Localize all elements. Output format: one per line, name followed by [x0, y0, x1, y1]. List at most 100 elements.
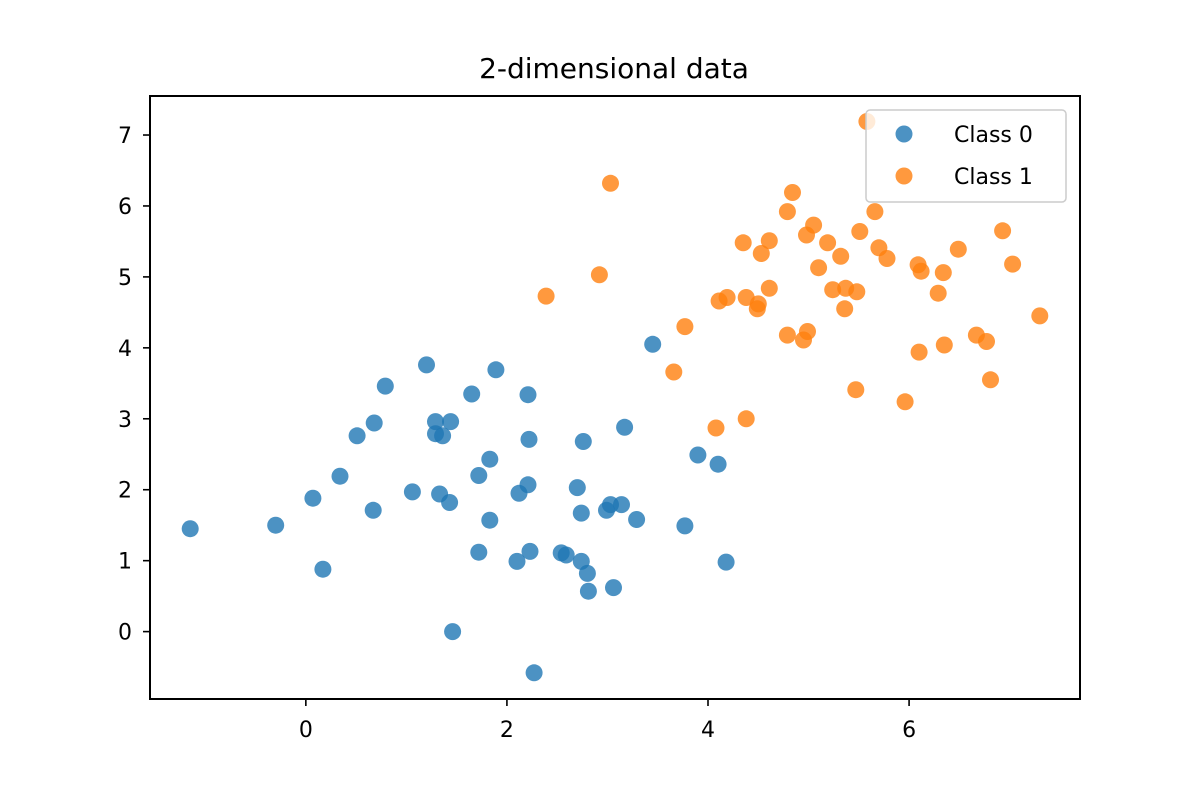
data-point — [760, 279, 778, 297]
x-tick-label: 2 — [500, 718, 514, 743]
data-point — [912, 262, 930, 280]
data-point — [799, 323, 816, 340]
data-point — [314, 560, 332, 578]
data-point — [602, 174, 619, 192]
data-point — [1031, 307, 1049, 325]
data-point — [717, 553, 735, 571]
data-point — [365, 414, 383, 432]
legend-label: Class 0 — [954, 123, 1033, 148]
series-1 — [537, 113, 1049, 437]
data-point — [836, 300, 854, 318]
data-point — [519, 386, 537, 404]
data-point — [784, 184, 801, 201]
data-point — [470, 543, 488, 561]
data-point — [644, 335, 662, 353]
data-point — [760, 232, 778, 250]
data-point — [689, 446, 707, 464]
data-point — [994, 222, 1012, 240]
plot-frame — [149, 95, 1081, 700]
data-point — [718, 289, 736, 306]
data-point — [403, 483, 421, 501]
data-point — [805, 216, 823, 234]
data-point — [578, 564, 596, 582]
y-tick-label: 6 — [118, 195, 132, 220]
data-point — [364, 501, 382, 519]
data-point — [676, 517, 694, 535]
series-0 — [181, 335, 735, 682]
data-point — [181, 520, 199, 538]
data-point — [441, 494, 459, 511]
data-point — [910, 343, 928, 361]
data-point — [752, 245, 770, 262]
data-point — [819, 234, 837, 252]
data-point — [934, 264, 952, 282]
data-point — [896, 393, 914, 411]
data-point — [574, 433, 592, 450]
points-layer — [181, 113, 1049, 682]
data-point — [878, 250, 896, 267]
data-point — [442, 413, 460, 431]
legend: Class 0 Class 1 — [865, 109, 1067, 203]
data-point — [537, 287, 555, 305]
data-point — [628, 511, 646, 528]
data-point — [267, 516, 285, 534]
chart-title: 2-dimensional data — [479, 52, 749, 85]
data-point — [331, 467, 349, 485]
data-point — [572, 504, 590, 522]
data-point — [418, 356, 435, 374]
data-point — [978, 333, 995, 350]
data-point — [749, 295, 767, 313]
data-point — [848, 283, 866, 301]
data-point — [929, 284, 947, 302]
data-point — [734, 234, 752, 252]
data-point — [481, 511, 499, 529]
data-point — [935, 336, 953, 354]
y-tick-label: 7 — [118, 124, 132, 149]
data-point — [348, 427, 366, 445]
data-point — [557, 546, 575, 564]
legend-marker — [895, 125, 913, 143]
data-point — [778, 326, 796, 344]
data-point — [707, 419, 725, 437]
data-point — [1004, 255, 1022, 273]
data-point — [737, 410, 755, 428]
data-point — [590, 266, 608, 284]
data-point — [376, 377, 394, 395]
data-point — [605, 579, 622, 597]
x-tick-label: 4 — [701, 718, 715, 743]
data-point — [470, 467, 488, 484]
x-tick-label: 6 — [902, 718, 916, 743]
y-tick-label: 1 — [118, 550, 132, 575]
data-point — [982, 371, 999, 389]
data-point — [520, 430, 538, 448]
legend-marker — [895, 167, 913, 185]
data-point — [521, 542, 539, 560]
data-point — [519, 476, 537, 494]
data-point — [427, 413, 444, 431]
data-point — [579, 582, 597, 600]
data-point — [665, 363, 683, 381]
data-point — [949, 240, 967, 258]
data-point — [481, 450, 499, 468]
data-point — [866, 203, 884, 221]
data-point — [810, 259, 828, 277]
data-point — [444, 623, 462, 641]
data-point — [568, 479, 586, 497]
y-tick-label: 3 — [118, 408, 132, 433]
data-point — [616, 418, 634, 436]
y-tick-label: 4 — [118, 337, 132, 362]
y-tick-label: 5 — [118, 266, 132, 291]
data-point — [824, 281, 842, 299]
axes-layer: 0 2 4 6 0 1 2 3 4 5 6 7 — [118, 95, 1081, 743]
data-point — [434, 427, 452, 445]
y-tick-label: 0 — [118, 621, 132, 646]
data-point — [508, 552, 526, 570]
data-point — [832, 247, 850, 265]
data-point — [778, 203, 796, 221]
y-tick-label: 2 — [118, 479, 132, 504]
legend-box — [865, 109, 1067, 203]
data-point — [304, 489, 322, 507]
data-point — [613, 496, 630, 514]
